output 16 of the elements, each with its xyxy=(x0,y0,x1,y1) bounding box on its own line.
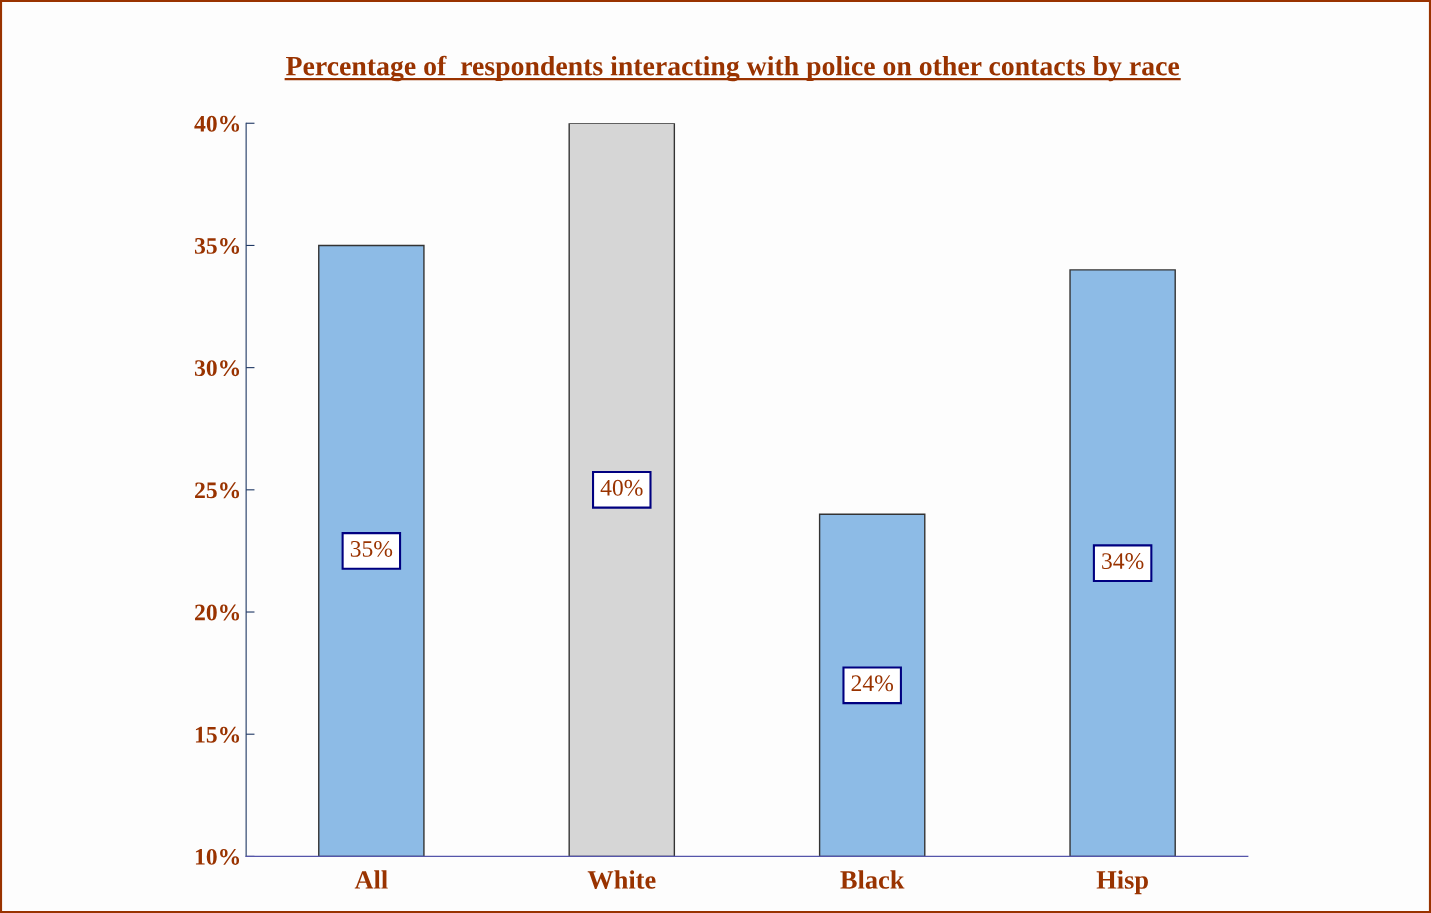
chart-title: Percentage of respondents interacting with police on other contacts by race xyxy=(286,55,1180,82)
y-tick-label: 10% xyxy=(195,848,240,865)
x-tick-label: Black xyxy=(840,870,905,889)
x-tick-label: Hisp xyxy=(1096,870,1148,895)
data-label: 35% xyxy=(350,540,393,557)
y-tick-label: 15% xyxy=(195,726,240,743)
data-label: 24% xyxy=(851,675,894,692)
y-tick-label: 35% xyxy=(194,237,240,254)
y-tick-label: 20% xyxy=(195,604,240,621)
x-tick-label: White xyxy=(587,870,656,889)
y-tick-label: 25% xyxy=(195,482,240,499)
data-label: 34% xyxy=(1102,553,1144,570)
y-tick-label: 30% xyxy=(194,360,240,377)
data-label: 40% xyxy=(600,479,643,496)
y-tick-label: 40% xyxy=(194,115,240,132)
x-tick-label: All xyxy=(354,870,388,889)
